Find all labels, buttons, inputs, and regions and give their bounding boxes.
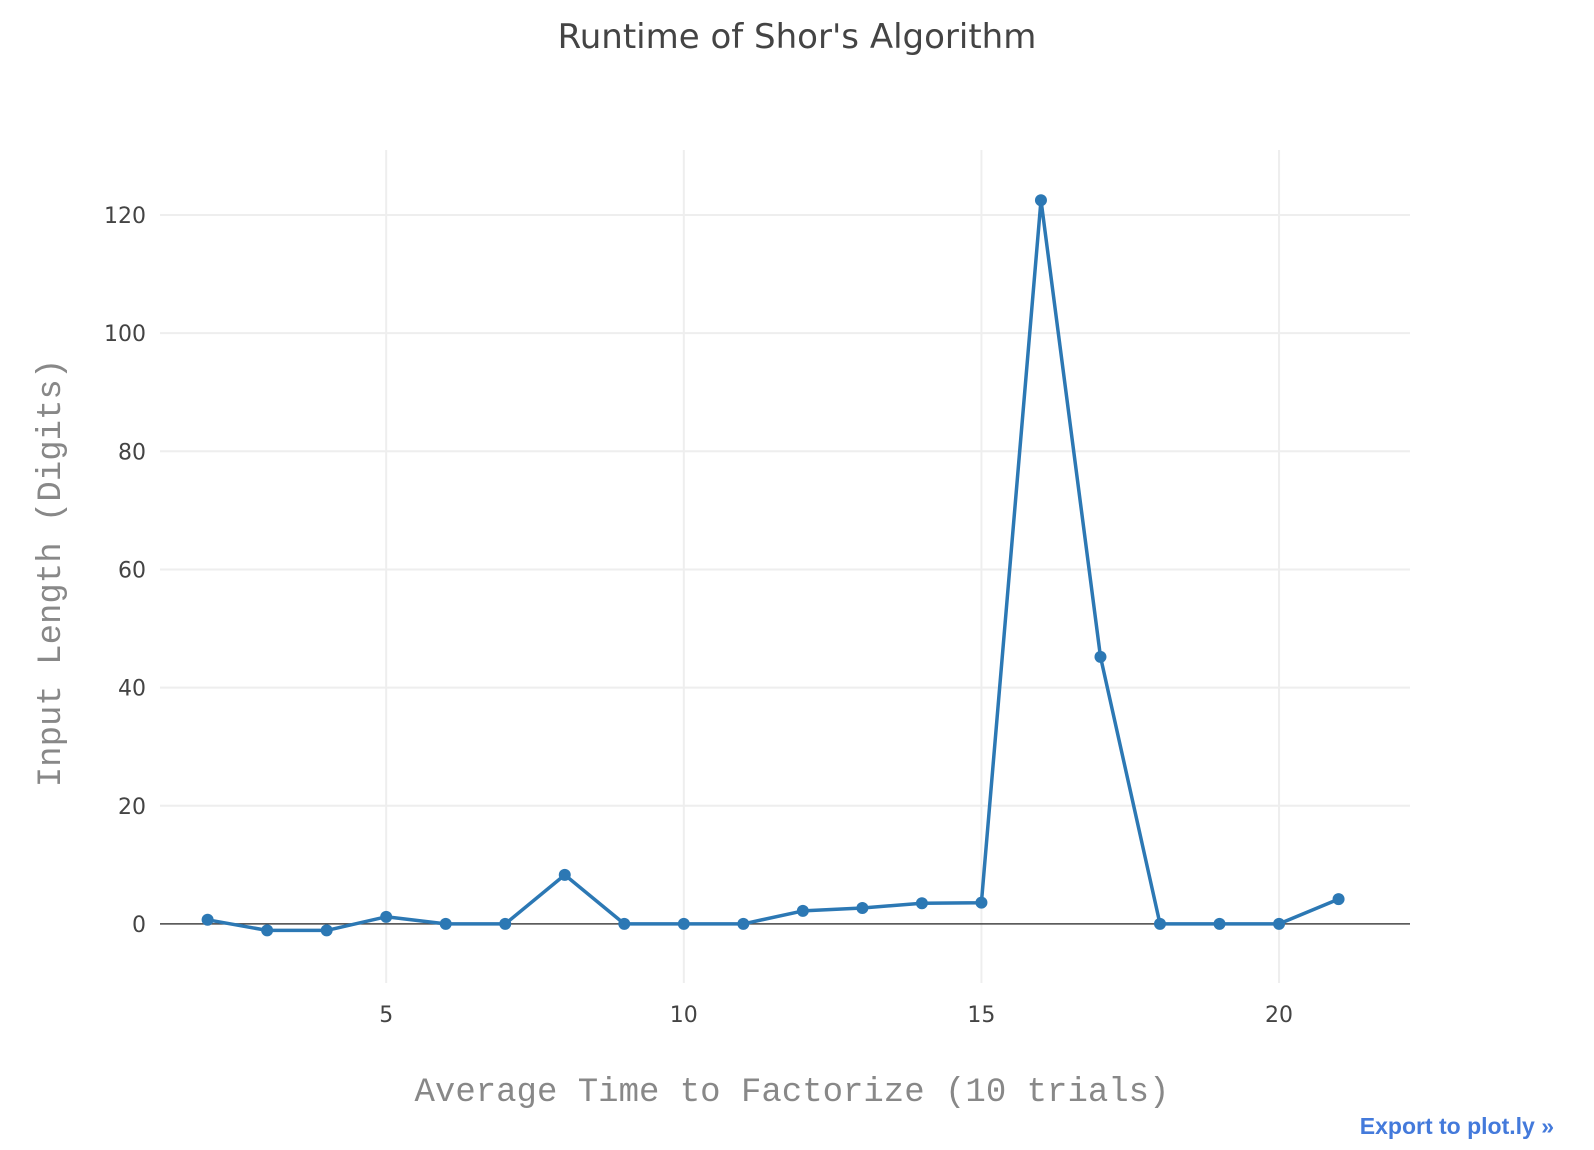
data-point [677,917,690,930]
chart-title: Runtime of Shor's Algorithm [558,17,1037,57]
x-tick-label: 10 [670,1003,698,1028]
x-tick-label: 5 [379,1003,393,1028]
y-tick-label: 100 [104,322,146,347]
x-gridlines [385,150,1281,983]
y-tick-labels: 0 20 40 60 80 100 120 [104,204,146,938]
data-point [558,868,571,881]
x-tick-label: 20 [1265,1003,1293,1028]
data-point [1094,650,1107,663]
data-point [201,913,214,926]
x-axis-title: Average Time to Factorize (10 trials) [415,1074,1170,1112]
data-point [618,917,631,930]
data-point [1213,917,1226,930]
x-tick-label: 15 [967,1003,995,1028]
export-to-plotly-link[interactable]: Export to plot.ly » [1359,1113,1554,1139]
data-point [737,917,750,930]
y-tick-label: 0 [132,913,146,938]
data-point [320,924,333,937]
series-line [207,198,1340,933]
series-markers [201,194,1345,937]
data-point [1034,194,1047,207]
x-tick-labels: 5 10 15 20 [379,1003,1293,1028]
y-tick-label: 120 [104,204,146,229]
y-axis-title: Input Length (Digits) [33,359,71,787]
data-point [1154,917,1166,930]
data-point [261,924,274,937]
data-point [1332,893,1345,906]
data-point [915,897,928,910]
data-point [1273,917,1286,930]
data-point [856,901,869,914]
y-gridlines [160,213,1410,807]
y-tick-label: 40 [118,677,146,702]
y-tick-label: 80 [118,440,146,465]
data-point [380,910,393,923]
data-point [975,896,988,909]
y-tick-label: 60 [118,558,146,583]
data-point [796,904,809,917]
y-tick-label: 20 [118,795,146,820]
data-point [499,917,512,930]
data-point [439,917,452,930]
